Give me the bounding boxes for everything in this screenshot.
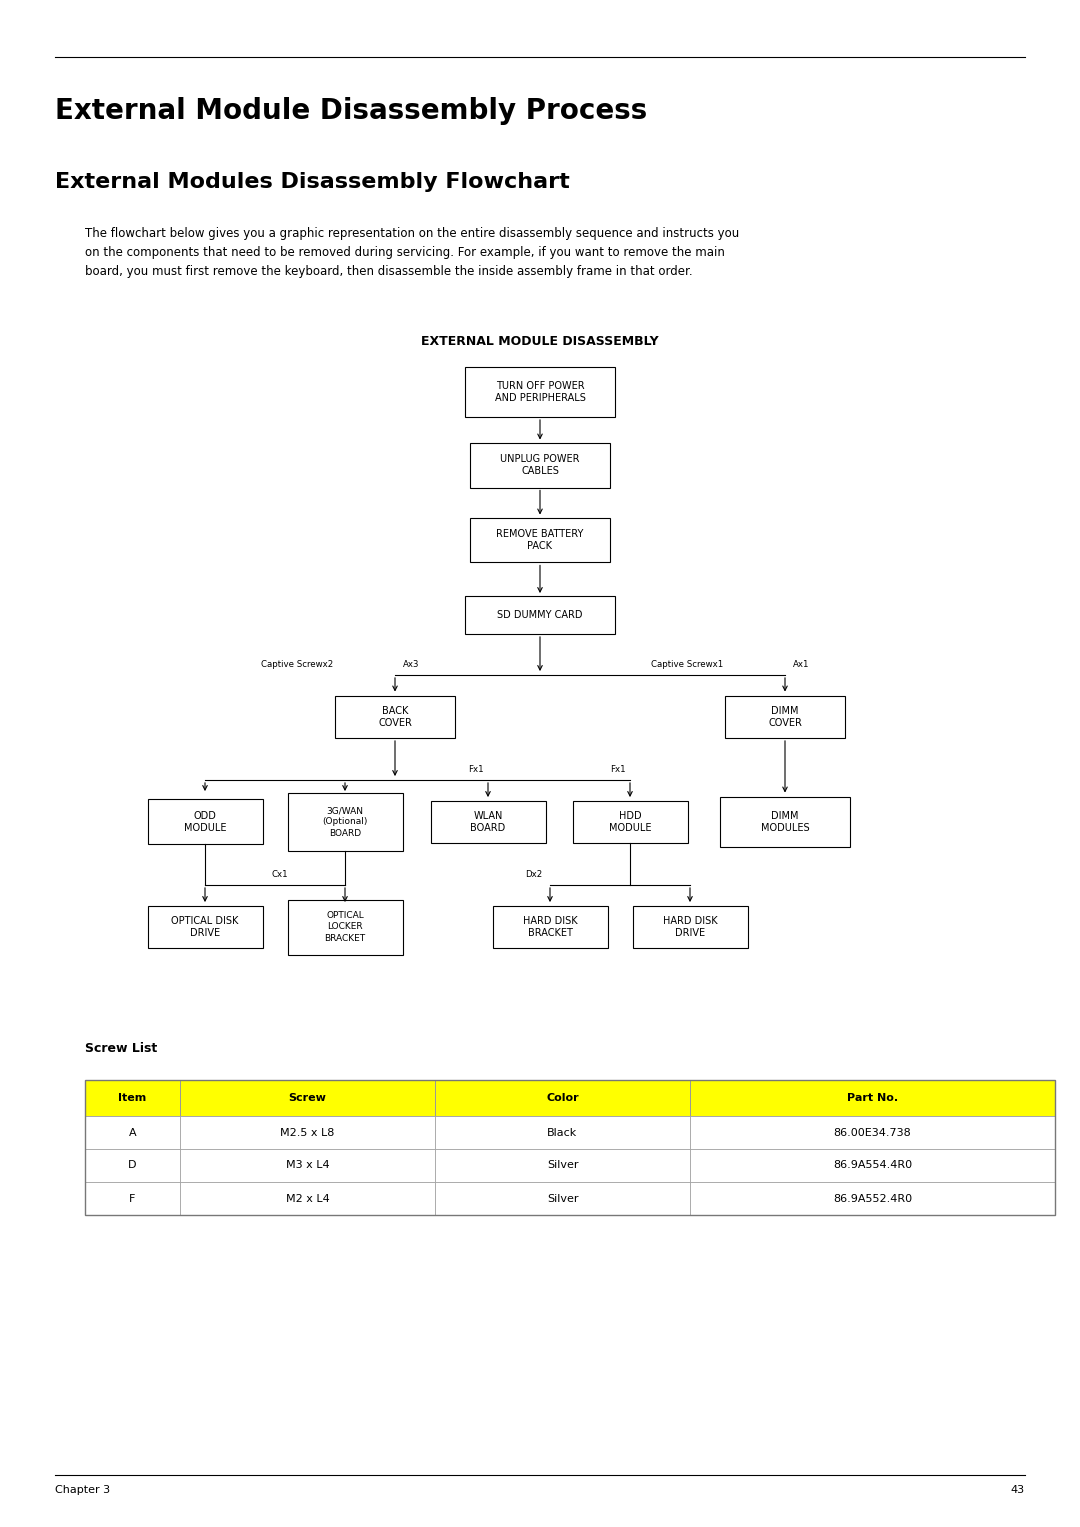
Text: DIMM
COVER: DIMM COVER	[768, 705, 802, 728]
Bar	[180, 1080, 435, 1116]
Bar	[85, 1148, 180, 1182]
Text: F: F	[130, 1194, 136, 1203]
Bar	[148, 906, 262, 948]
Text: EXTERNAL MODULE DISASSEMBLY: EXTERNAL MODULE DISASSEMBLY	[421, 336, 659, 348]
Bar	[470, 443, 610, 487]
Text: The flowchart below gives you a graphic representation on the entire disassembly: The flowchart below gives you a graphic …	[85, 228, 739, 278]
Text: UNPLUG POWER
CABLES: UNPLUG POWER CABLES	[500, 454, 580, 476]
Bar	[85, 1080, 180, 1116]
Text: ODD
MODULE: ODD MODULE	[184, 811, 226, 834]
Bar	[287, 899, 403, 954]
Text: HARD DISK
BRACKET: HARD DISK BRACKET	[523, 916, 578, 938]
Bar	[431, 802, 545, 843]
Text: Chapter 3: Chapter 3	[55, 1484, 110, 1495]
Bar	[690, 1080, 1055, 1116]
Bar	[85, 1116, 180, 1148]
Bar	[725, 696, 845, 738]
Text: External Modules Disassembly Flowchart: External Modules Disassembly Flowchart	[55, 173, 570, 192]
Text: 86.9A554.4R0: 86.9A554.4R0	[833, 1161, 913, 1171]
Text: TURN OFF POWER
AND PERIPHERALS: TURN OFF POWER AND PERIPHERALS	[495, 380, 585, 403]
Text: M2 x L4: M2 x L4	[285, 1194, 329, 1203]
Bar	[435, 1182, 690, 1215]
Text: M2.5 x L8: M2.5 x L8	[281, 1127, 335, 1138]
Text: DIMM
MODULES: DIMM MODULES	[760, 811, 809, 834]
Bar	[180, 1148, 435, 1182]
Text: HDD
MODULE: HDD MODULE	[609, 811, 651, 834]
Bar	[180, 1182, 435, 1215]
Text: External Module Disassembly Process: External Module Disassembly Process	[55, 98, 647, 125]
Text: Screw List: Screw List	[85, 1041, 158, 1055]
Text: 86.9A552.4R0: 86.9A552.4R0	[833, 1194, 913, 1203]
Text: BACK
COVER: BACK COVER	[378, 705, 411, 728]
Text: Captive Screwx2: Captive Screwx2	[260, 660, 333, 669]
Bar	[690, 1182, 1055, 1215]
Text: WLAN
BOARD: WLAN BOARD	[471, 811, 505, 834]
Text: SD DUMMY CARD: SD DUMMY CARD	[497, 609, 583, 620]
Text: OPTICAL
LOCKER
BRACKET: OPTICAL LOCKER BRACKET	[324, 912, 365, 942]
Bar	[572, 802, 688, 843]
Bar	[85, 1182, 180, 1215]
Bar	[148, 800, 262, 844]
Text: Captive Screwx1: Captive Screwx1	[651, 660, 723, 669]
Text: Black: Black	[548, 1127, 578, 1138]
Bar	[85, 1080, 1055, 1215]
Bar	[435, 1116, 690, 1148]
Text: Part No.: Part No.	[847, 1093, 899, 1102]
Bar	[435, 1148, 690, 1182]
Text: Screw: Screw	[288, 1093, 326, 1102]
Bar	[465, 596, 615, 634]
Text: A: A	[129, 1127, 136, 1138]
Text: Color: Color	[546, 1093, 579, 1102]
Text: Ax1: Ax1	[793, 660, 810, 669]
Bar	[690, 1148, 1055, 1182]
Text: OPTICAL DISK
DRIVE: OPTICAL DISK DRIVE	[172, 916, 239, 938]
Bar	[287, 793, 403, 851]
Text: Fx1: Fx1	[610, 765, 626, 774]
Bar	[335, 696, 455, 738]
Bar	[465, 366, 615, 417]
Text: Cx1: Cx1	[272, 870, 288, 880]
Bar	[690, 1116, 1055, 1148]
Text: Item: Item	[119, 1093, 147, 1102]
Text: Silver: Silver	[546, 1194, 578, 1203]
Bar	[470, 518, 610, 562]
Text: M3 x L4: M3 x L4	[286, 1161, 329, 1171]
Text: 3G/WAN
(Optional)
BOARD: 3G/WAN (Optional) BOARD	[322, 806, 367, 838]
Text: Fx1: Fx1	[469, 765, 484, 774]
Text: Dx2: Dx2	[525, 870, 542, 880]
Bar	[492, 906, 607, 948]
Bar	[633, 906, 747, 948]
Bar	[180, 1116, 435, 1148]
Text: D: D	[129, 1161, 137, 1171]
Bar	[720, 797, 850, 847]
Text: REMOVE BATTERY
PACK: REMOVE BATTERY PACK	[497, 528, 583, 551]
Text: Ax3: Ax3	[403, 660, 419, 669]
Text: 43: 43	[1011, 1484, 1025, 1495]
Text: HARD DISK
DRIVE: HARD DISK DRIVE	[663, 916, 717, 938]
Bar	[435, 1080, 690, 1116]
Text: 86.00E34.738: 86.00E34.738	[834, 1127, 912, 1138]
Text: Silver: Silver	[546, 1161, 578, 1171]
